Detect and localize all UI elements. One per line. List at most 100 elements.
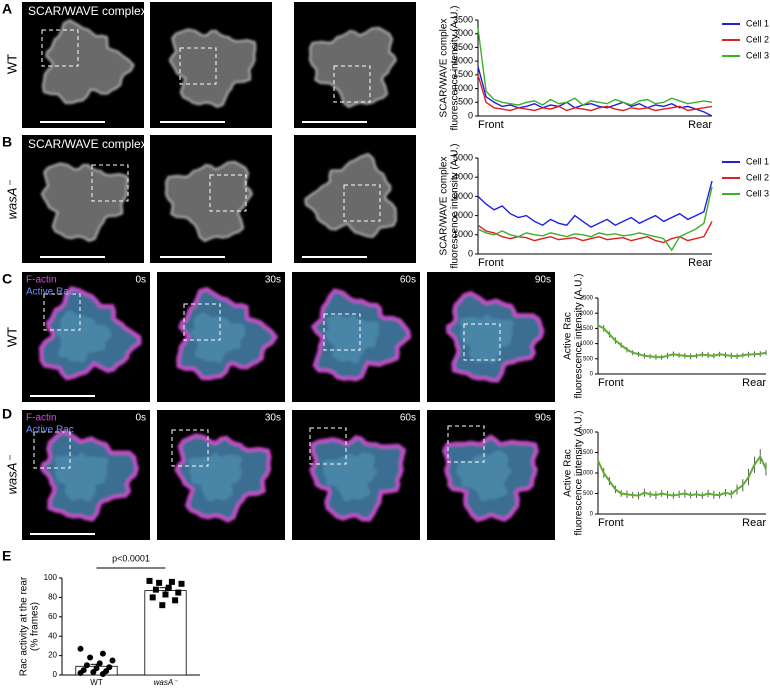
data-point [109, 657, 116, 664]
roi-box [183, 303, 221, 341]
legend-label: Cell 2 [746, 172, 769, 182]
roi-box [343, 184, 381, 222]
cell-inner [187, 452, 243, 502]
y-tick-label: 2500 [580, 296, 594, 302]
cell [168, 28, 257, 108]
stain-label: SCAR/WAVE complex [28, 4, 147, 18]
data-point [178, 580, 185, 587]
data-point [168, 578, 175, 585]
time-label: 30s [265, 413, 281, 424]
data-point [90, 669, 97, 676]
data-point [96, 660, 103, 667]
cell [40, 162, 129, 242]
cell-inner [322, 452, 378, 502]
stain-label: Active Rac [26, 287, 74, 298]
y-tick-label: 500 [583, 491, 594, 497]
data-point [83, 662, 90, 669]
stain-label: SCAR/WAVE complex [28, 137, 147, 151]
x-tick-label: wasA⁻ [154, 678, 179, 687]
cell [42, 19, 135, 104]
time-label: 0s [135, 413, 146, 424]
y-tick-label: 60 [48, 612, 57, 621]
annotation: p<0.0001 [112, 553, 150, 563]
data-point [162, 591, 169, 598]
y-tick-label: 3000 [453, 191, 473, 201]
cell-inner [190, 312, 246, 364]
roi-box [209, 174, 247, 212]
y-axis-label: SCAR/WAVE complex [439, 157, 450, 256]
roi-box [309, 427, 347, 465]
roi-box [91, 164, 129, 202]
cell [308, 27, 397, 108]
genotype-label: WT [4, 327, 19, 347]
data-point [165, 584, 172, 591]
y-tick-label: 0 [53, 670, 58, 679]
y-tick-label: 1500 [580, 326, 594, 332]
y-tick-label: 20 [48, 651, 57, 660]
roi-box [179, 47, 217, 85]
x-tick-label: Rear [688, 119, 712, 131]
y-tick-label: 500 [458, 97, 473, 107]
data-point [77, 645, 84, 652]
y-axis-label: Rac activity at the rear [19, 576, 30, 676]
x-tick-label: Front [598, 517, 624, 529]
genotype-label: wasA⁻ [4, 455, 19, 495]
cell-inner [54, 452, 109, 502]
data-point [175, 589, 182, 596]
panel-letter: E [2, 548, 11, 564]
data-point [77, 670, 84, 677]
y-tick-label: 2000 [580, 311, 594, 317]
roi-box [41, 29, 79, 67]
line [477, 186, 713, 252]
y-tick-label: 3000 [453, 28, 473, 38]
data-point [172, 597, 179, 604]
y-axis-label: fluorescence intensity (A.U.) [450, 5, 461, 130]
y-tick-label: 2000 [453, 210, 473, 220]
y-tick-label: 2000 [580, 430, 594, 436]
time-label: 30s [265, 275, 281, 286]
x-tick-label: Front [478, 257, 504, 269]
y-axis-label: fluorescence intensity (A.U.) [574, 410, 585, 535]
x-tick-label: Rear [742, 377, 766, 389]
data-point [87, 654, 94, 661]
y-axis-label: SCAR/WAVE complex [439, 19, 450, 118]
line [477, 66, 713, 117]
y-axis-label: Active Rac [563, 449, 574, 497]
cell-inner [55, 310, 112, 363]
y-tick-label: 0 [590, 372, 594, 378]
y-tick-label: 2500 [453, 42, 473, 52]
y-tick-label: 3500 [453, 14, 473, 24]
y-tick-label: 80 [48, 593, 57, 602]
cell-inner [456, 450, 512, 502]
line [597, 324, 767, 359]
x-tick-label: WT [90, 678, 103, 687]
y-tick-label: 0 [468, 248, 473, 258]
data-point [99, 650, 106, 657]
roi-box [43, 293, 81, 331]
legend-label: Cell 1 [746, 18, 769, 28]
y-tick-label: 1000 [580, 341, 594, 347]
y-tick-label: 500 [583, 356, 594, 362]
roi-box [463, 323, 501, 361]
line [477, 180, 713, 228]
data-point [159, 602, 166, 609]
time-label: 90s [535, 413, 551, 424]
data-point [149, 594, 156, 601]
stain-label: F-actin [26, 413, 57, 424]
panel-letter: B [2, 134, 12, 150]
roi-box [447, 425, 485, 463]
genotype-label: WT [4, 54, 19, 74]
panel-letter: A [2, 1, 12, 17]
y-tick-label: 0 [590, 512, 594, 518]
stain-label: F-actin [26, 275, 57, 286]
legend-label: Cell 1 [746, 156, 769, 166]
panel-letter: D [2, 406, 12, 422]
x-tick-label: Rear [688, 257, 712, 269]
data-point [152, 586, 159, 593]
panel-letter: C [2, 271, 12, 287]
y-tick-label: 4000 [453, 172, 473, 182]
x-tick-label: Front [598, 377, 624, 389]
y-tick-label: 1000 [453, 229, 473, 239]
y-axis-label: (% frames) [30, 602, 41, 651]
